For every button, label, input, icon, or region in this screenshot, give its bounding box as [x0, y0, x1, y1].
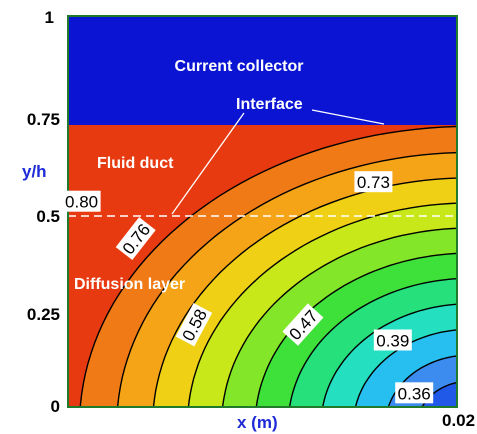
contour-label-bg [115, 217, 156, 261]
contour-label-text: 0.80 [65, 193, 98, 212]
y-tick-0.75: 0.75 [27, 110, 60, 129]
contour-label-bg [354, 171, 393, 193]
contour-label-bg [282, 303, 324, 346]
x-axis-label: x (m) [237, 413, 278, 432]
contour-label-0.80: 0.80 [62, 190, 101, 212]
interface-pointer-right [311, 109, 385, 125]
y-tick-1: 1 [45, 8, 54, 27]
contour-label-bg [395, 382, 434, 404]
contour-label-bg [62, 190, 101, 212]
y-tick-0.5: 0.5 [36, 207, 60, 226]
contour-label-0.36: 0.36 [395, 382, 434, 404]
y-tick-0: 0 [51, 397, 60, 416]
contour-label-bg [175, 302, 213, 347]
current-collector-label: Current collector [175, 58, 304, 75]
x-tick-0.02: 0.02 [442, 411, 475, 430]
interface-pointer-left [171, 112, 245, 215]
interface-label: Interface [236, 96, 303, 113]
contour-label-bg [373, 329, 412, 351]
contour-label-0.73: 0.73 [354, 171, 393, 193]
contour-label-text: 0.73 [357, 173, 390, 192]
contour-labels: 0.800.760.730.58 0.47 0.390.36 [62, 171, 434, 404]
diffusion-layer-label: Diffusion layer [74, 276, 185, 293]
contour-label-text: 0.39 [376, 332, 409, 351]
contour-label-0.39: 0.39 [373, 329, 412, 351]
fluid-duct-label: Fluid duct [97, 155, 174, 172]
y-axis-label: y/h [22, 162, 47, 181]
current-collector-region [68, 16, 457, 125]
y-tick-0.25: 0.25 [27, 305, 60, 324]
contour-label-text: 0.36 [398, 384, 431, 403]
